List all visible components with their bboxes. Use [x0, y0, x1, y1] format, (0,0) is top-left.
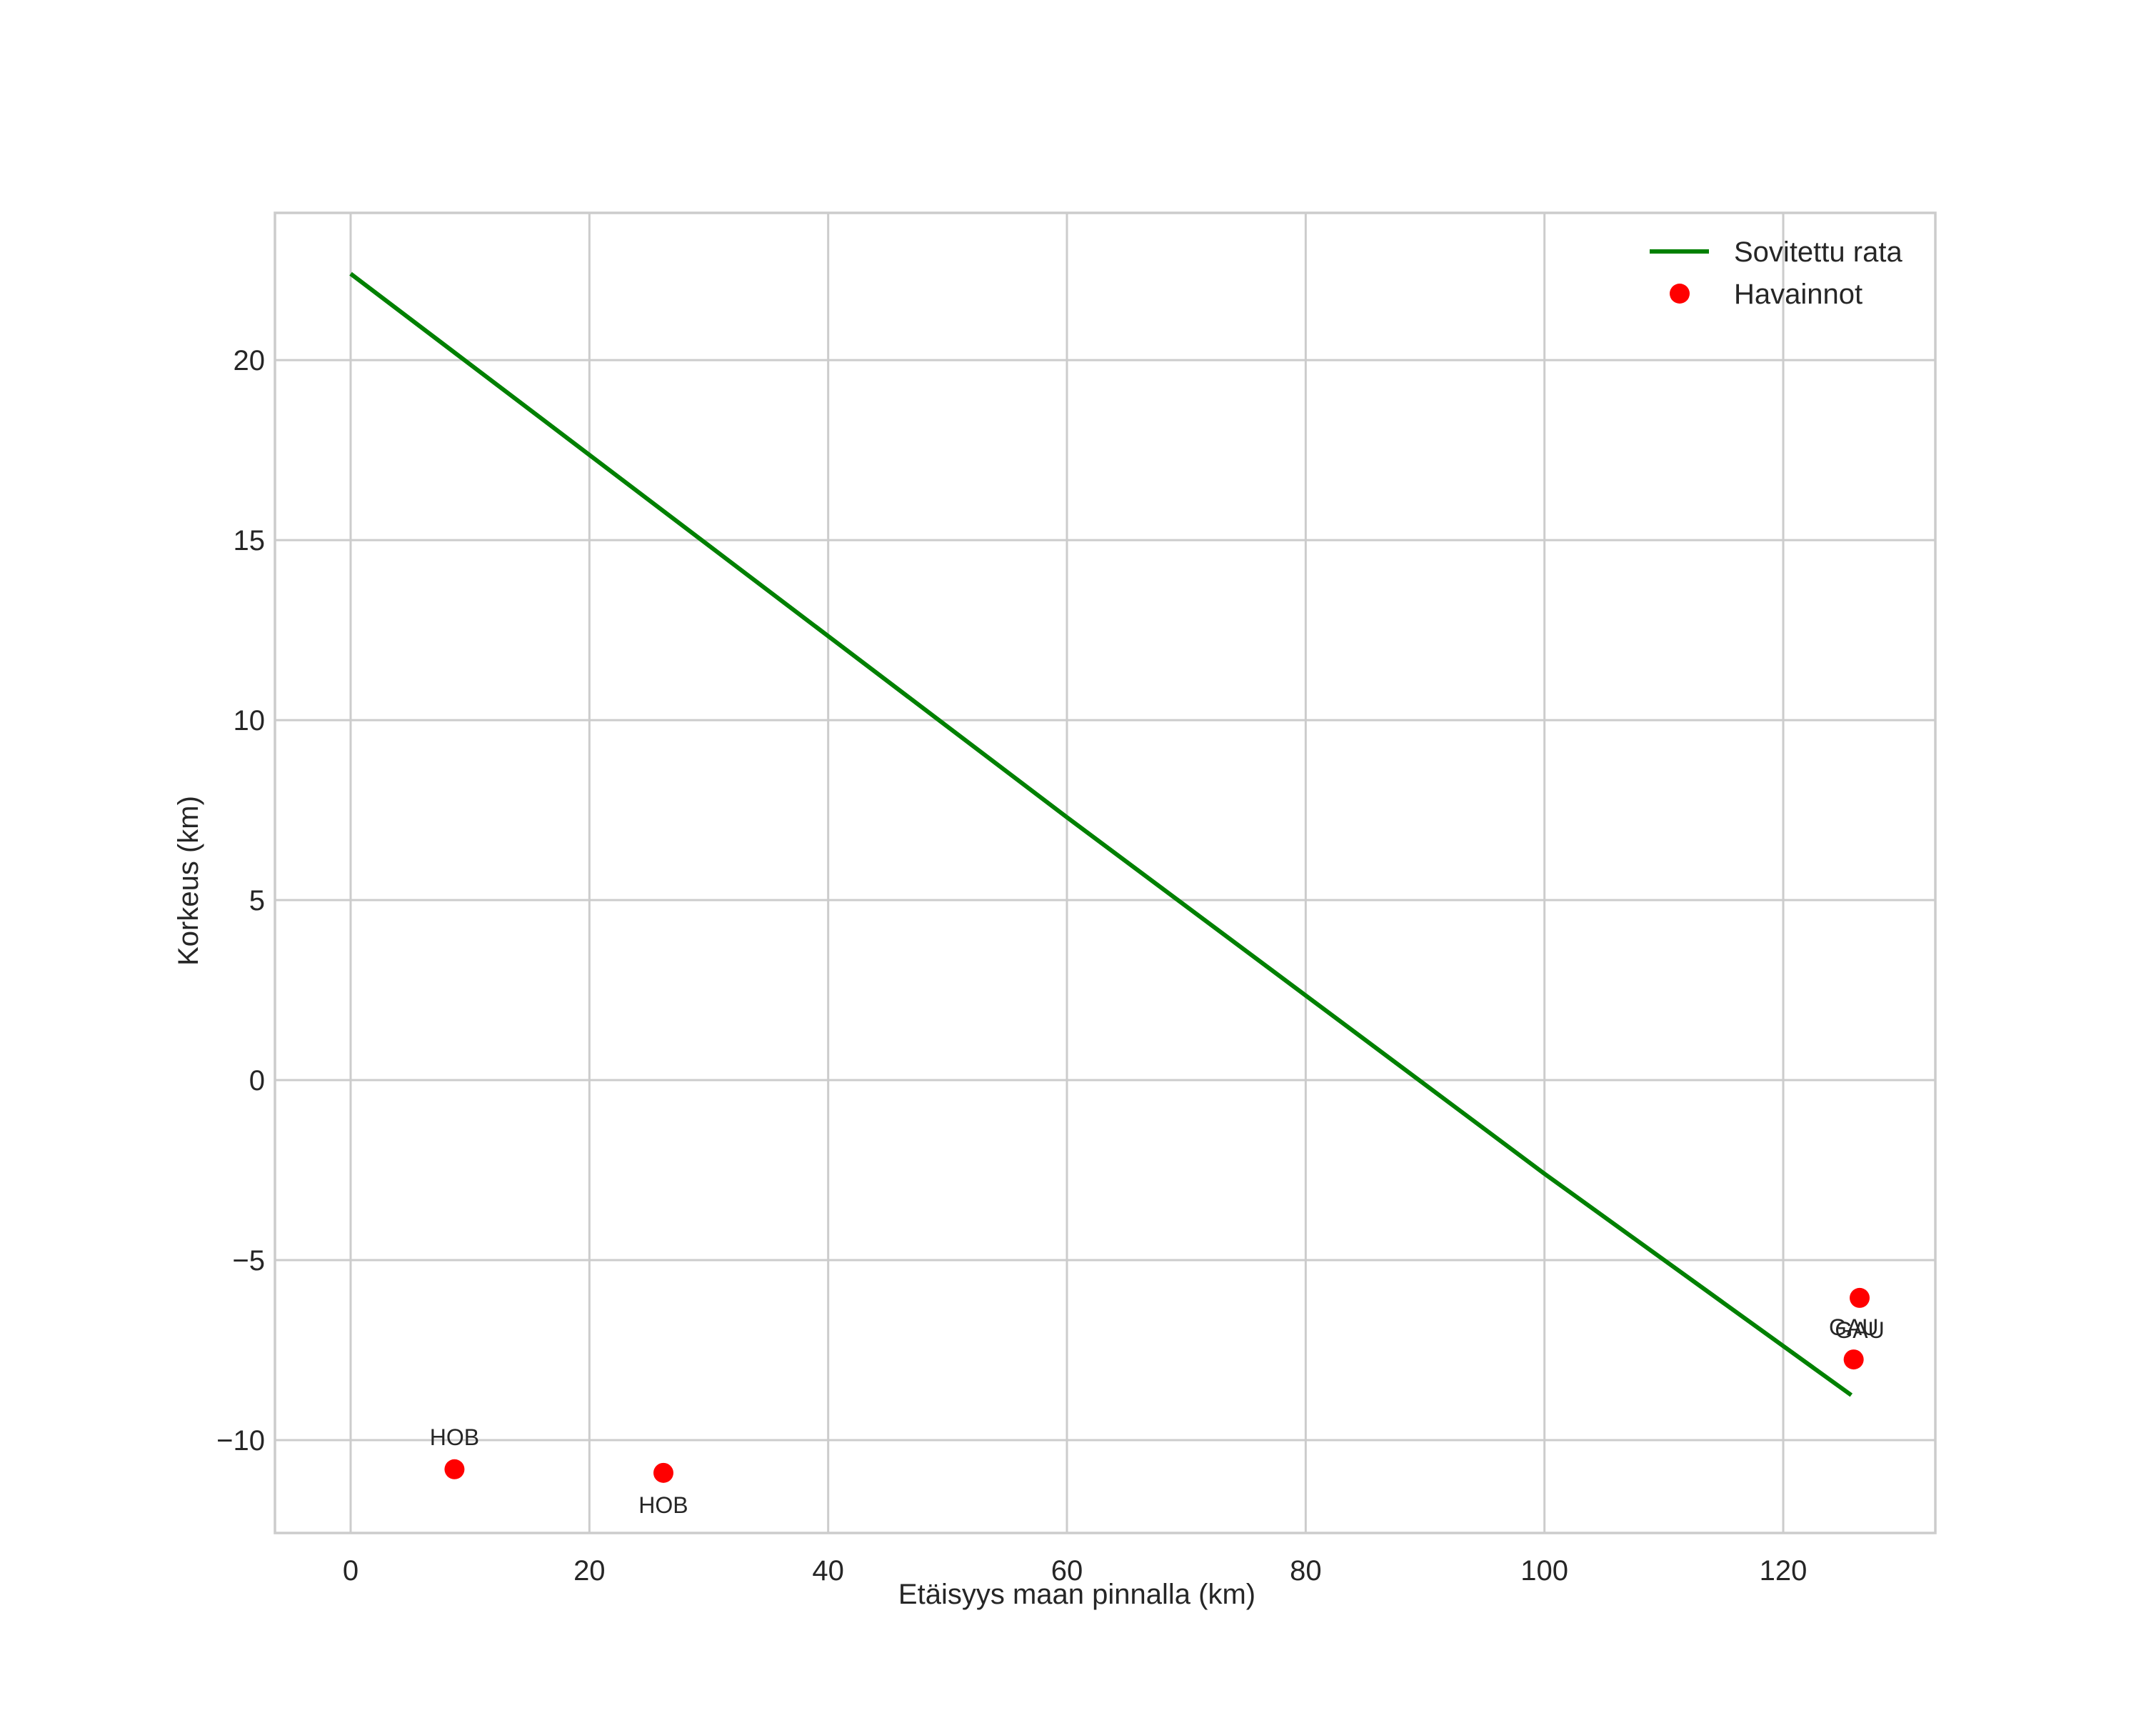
observation-label: HOB [638, 1492, 688, 1518]
x-tick-label: 120 [1760, 1555, 1807, 1587]
y-tick-label: −5 [232, 1245, 265, 1277]
x-tick-labels: 0 20 40 60 80 100 120 [343, 1555, 1807, 1587]
trajectory-line [349, 271, 1853, 1397]
observation-point [444, 1459, 465, 1479]
legend-marker-icon [1670, 284, 1690, 304]
observation-label: HOB [430, 1424, 479, 1450]
observation-label: GAU [1829, 1314, 1878, 1340]
x-tick-label: 0 [343, 1555, 359, 1587]
legend-item-observations: Havainnot [1670, 279, 1862, 310]
x-tick-label: 60 [1051, 1555, 1083, 1587]
observation-point [1843, 1349, 1864, 1370]
legend: Sovitettu rata Havainnot [1650, 236, 1902, 310]
legend-item-fitted-trajectory: Sovitettu rata [1650, 236, 1902, 268]
y-tick-label: 10 [234, 705, 266, 736]
x-tick-label: 100 [1520, 1555, 1568, 1587]
observation-point [1850, 1287, 1870, 1308]
y-tick-label: 15 [234, 525, 266, 556]
axes-background [275, 213, 1935, 1533]
y-tick-label: 20 [234, 345, 266, 376]
x-tick-label: 20 [573, 1555, 606, 1587]
x-tick-label: 40 [812, 1555, 844, 1587]
y-axis-label: Korkeus (km) [173, 796, 204, 966]
x-gridlines [349, 213, 1785, 1533]
fitted-trajectory-line [349, 271, 1853, 1397]
axes-frame [274, 211, 1937, 1534]
y-tick-label: −10 [216, 1425, 265, 1457]
y-tick-label: 5 [249, 885, 265, 917]
observation-points [444, 1287, 1870, 1483]
x-tick-label: 80 [1290, 1555, 1322, 1587]
legend-label-observations: Havainnot [1734, 279, 1862, 310]
observation-point [653, 1462, 673, 1483]
legend-label-fitted-trajectory: Sovitettu rata [1734, 236, 1902, 268]
y-tick-labels: −10 −5 0 5 10 15 20 [216, 345, 265, 1457]
observation-label: GAU [1835, 1317, 1884, 1343]
x-axis-label: Etäisyys maan pinnalla (km) [898, 1579, 1255, 1610]
y-tick-label: 0 [249, 1065, 265, 1097]
y-gridlines [275, 359, 1935, 1442]
